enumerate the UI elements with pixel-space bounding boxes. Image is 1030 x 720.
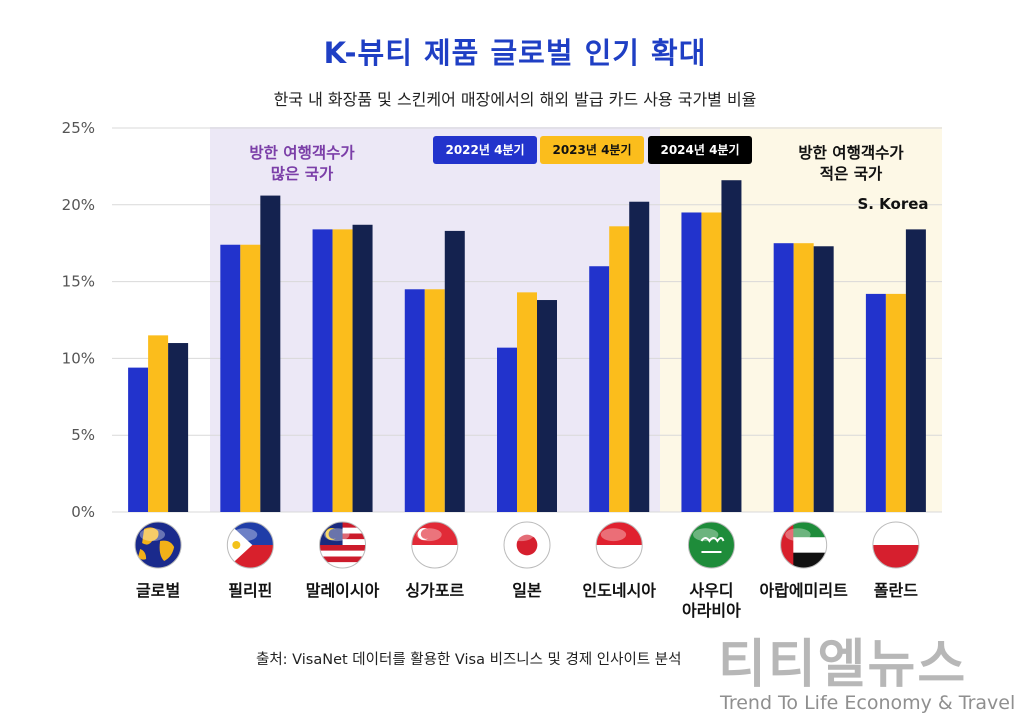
bar-2024 [813, 246, 834, 512]
bar-2022 [773, 243, 794, 512]
bar-2023 [517, 292, 537, 512]
bar-2024 [168, 343, 189, 512]
saudi-arabia-flag-icon [687, 521, 735, 569]
bar-2023 [609, 226, 630, 512]
x-tick-label: 필리핀 [228, 581, 273, 600]
bar-2023 [424, 289, 445, 512]
japan-flag-icon [503, 521, 551, 569]
uae-flag-icon [780, 521, 828, 569]
x-tick-label: 아랍에미리트 [759, 581, 848, 600]
singapore-flag-icon [411, 521, 459, 569]
bar-2022 [681, 212, 702, 513]
korea-note: S. Korea [857, 195, 929, 213]
bar-2023 [148, 335, 169, 512]
bar-2022 [128, 367, 149, 512]
bar-2024 [260, 195, 281, 513]
bar-2024 [352, 224, 373, 512]
bar-2023 [240, 244, 261, 512]
x-tick-label: 싱가포르 [405, 581, 465, 600]
source-note: 출처: VisaNet 데이터를 활용한 Visa 비즈니스 및 경제 인사이트… [256, 652, 682, 668]
y-tick-label: 10% [62, 349, 95, 367]
bar-2022 [865, 293, 886, 512]
legend-item-2023: 2023년 4분기 [540, 136, 644, 164]
bar-2022 [497, 347, 517, 512]
bar-2024 [721, 180, 742, 512]
watermark-logo: 티티엘뉴스 [718, 635, 968, 695]
bar-2024 [629, 201, 650, 512]
low-visitor-label: 방한 여행객수가 적은 국가 [798, 144, 904, 183]
bar-2023 [701, 212, 722, 513]
chart-title: K-뷰티 제품 글로벌 인기 확대 [323, 36, 707, 70]
x-tick-label: 폴란드 [873, 581, 918, 600]
bar-2022 [589, 266, 610, 512]
y-tick-label: 5% [71, 426, 95, 444]
bar-2022 [404, 289, 425, 512]
x-tick-label: 인도네시아 [582, 581, 657, 600]
bar-2024 [905, 229, 926, 512]
y-tick-label: 20% [62, 196, 95, 214]
poland-flag-icon [872, 521, 920, 569]
x-tick-label: 일본 [512, 581, 542, 600]
x-tick-label: 말레이시아 [305, 581, 380, 600]
chart-subtitle: 한국 내 화장품 및 스킨케어 매장에서의 해외 발급 카드 사용 국가별 비율 [273, 90, 757, 109]
globe-icon [134, 521, 182, 569]
y-tick-label: 15% [62, 273, 95, 291]
x-tick-label: 사우디 아라비아 [681, 581, 741, 620]
bar-2024 [537, 300, 557, 512]
high-visitor-label: 방한 여행객수가 많은 국가 [249, 144, 355, 183]
legend-item-2024: 2024년 4분기 [648, 136, 752, 164]
bar-2024 [444, 230, 465, 513]
y-tick-label: 25% [62, 119, 95, 137]
y-tick-label: 0% [71, 503, 95, 521]
bar-2023 [332, 229, 353, 512]
philippines-flag-icon [226, 521, 274, 569]
bar-2023 [885, 293, 906, 512]
bar-2022 [220, 244, 241, 512]
x-tick-label: 글로벌 [136, 581, 181, 600]
bar-2022 [312, 229, 333, 512]
indonesia-flag-icon [595, 521, 643, 569]
watermark-tagline: Trend To Life Economy & Travel [720, 692, 1016, 714]
bar-2023 [793, 243, 814, 512]
legend-item-2022: 2022년 4분기 [433, 136, 537, 164]
malaysia-flag-icon [319, 521, 367, 569]
